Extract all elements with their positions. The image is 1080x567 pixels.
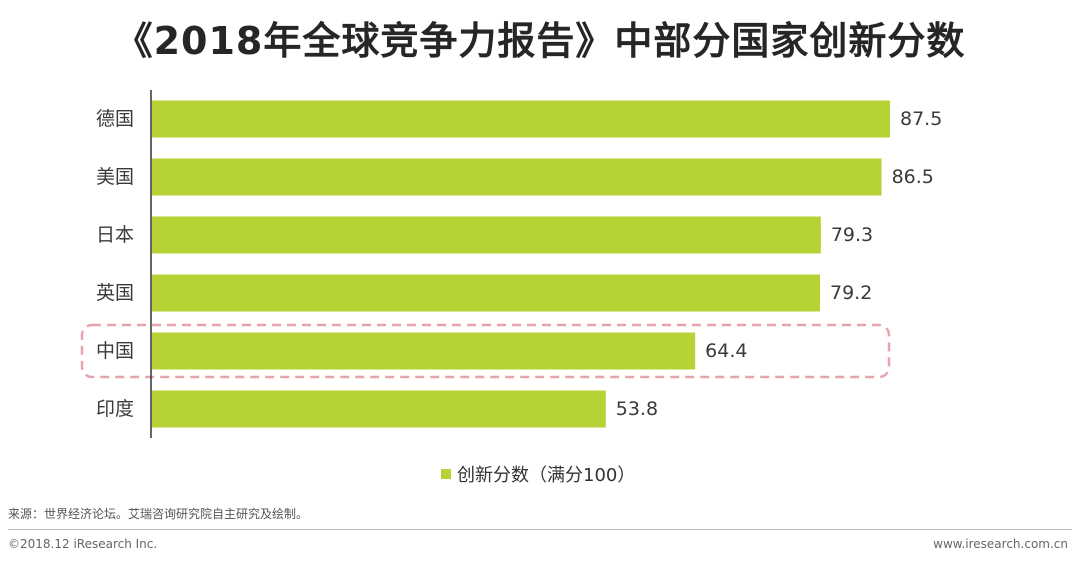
- category-label: 日本: [96, 224, 134, 246]
- value-label: 87.5: [900, 108, 942, 130]
- category-label: 印度: [96, 398, 134, 420]
- bar: [152, 216, 821, 254]
- category-label: 中国: [96, 340, 134, 362]
- value-label: 79.3: [831, 224, 873, 246]
- bar: [152, 158, 882, 196]
- category-label: 美国: [96, 166, 134, 188]
- value-label: 86.5: [892, 166, 934, 188]
- bar: [152, 390, 606, 428]
- copyright-text: ©2018.12 iResearch Inc.: [8, 537, 158, 551]
- legend-label: 创新分数（满分100）: [457, 465, 636, 486]
- bar-chart: 德国 87.5 美国 86.5 日本 79.3 英国 79.2 中国 64.4 印度 53.8: [80, 90, 942, 438]
- bar: [152, 332, 696, 370]
- footer-divider: [8, 529, 1072, 530]
- category-label: 英国: [96, 282, 134, 304]
- bar: [152, 274, 820, 312]
- highlight-box: [80, 323, 891, 379]
- bar: [152, 100, 890, 138]
- value-label: 53.8: [616, 398, 658, 420]
- value-label: 79.2: [830, 282, 872, 304]
- source-note: 来源：世界经济论坛。艾瑞咨询研究院自主研究及绘制。: [8, 507, 309, 521]
- value-label: 64.4: [705, 340, 747, 362]
- website-text: www.iresearch.com.cn: [933, 537, 1068, 551]
- category-label: 德国: [96, 108, 134, 130]
- legend: 创新分数（满分100）: [441, 461, 635, 487]
- chart-title: 《2018年全球竞争力报告》中部分国家创新分数: [114, 19, 966, 63]
- legend-swatch: [441, 469, 451, 479]
